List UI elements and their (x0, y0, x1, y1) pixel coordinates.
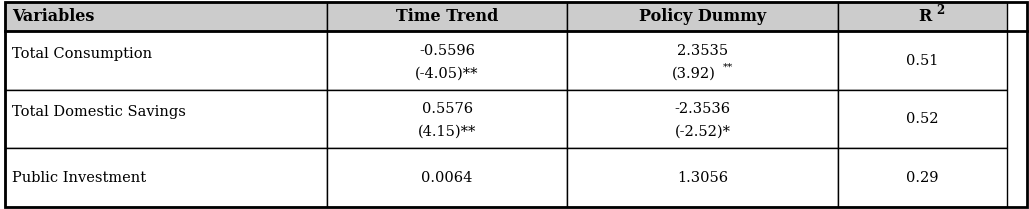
Text: 0.51: 0.51 (906, 54, 938, 68)
Text: R: R (919, 8, 932, 25)
Bar (567, 90, 838, 148)
Text: (-2.52)*: (-2.52)* (675, 125, 731, 139)
Bar (567, 148, 838, 207)
Bar (327, 2, 567, 31)
Bar (327, 148, 567, 207)
Text: Time Trend: Time Trend (396, 8, 498, 25)
Bar (838, 148, 1006, 207)
Text: 0.0064: 0.0064 (422, 171, 472, 185)
Text: Total Domestic Savings: Total Domestic Savings (12, 105, 186, 119)
Text: 0.29: 0.29 (906, 171, 938, 185)
Text: Public Investment: Public Investment (12, 171, 146, 185)
Text: Total Consumption: Total Consumption (12, 47, 152, 61)
Text: (3.92): (3.92) (672, 66, 716, 80)
Bar (567, 2, 838, 31)
Bar (567, 31, 838, 90)
Bar (5, 148, 327, 207)
Bar (5, 31, 327, 90)
Bar (838, 31, 1006, 90)
Text: (-4.05)**: (-4.05)** (416, 66, 478, 80)
Bar (5, 90, 327, 148)
Bar (327, 90, 567, 148)
Text: Policy Dummy: Policy Dummy (639, 8, 766, 25)
Bar (838, 90, 1006, 148)
Text: **: ** (723, 63, 734, 72)
Text: Variables: Variables (12, 8, 95, 25)
Bar (327, 31, 567, 90)
Text: 2: 2 (936, 4, 945, 17)
Text: -0.5596: -0.5596 (419, 44, 475, 58)
Text: (4.15)**: (4.15)** (418, 125, 476, 139)
Text: 0.52: 0.52 (906, 112, 938, 126)
Text: -2.3536: -2.3536 (674, 102, 731, 116)
Bar (5, 2, 327, 31)
Text: 2.3535: 2.3535 (677, 44, 729, 58)
Bar (838, 2, 1006, 31)
Text: 0.5576: 0.5576 (422, 102, 472, 116)
Text: 1.3056: 1.3056 (677, 171, 729, 185)
